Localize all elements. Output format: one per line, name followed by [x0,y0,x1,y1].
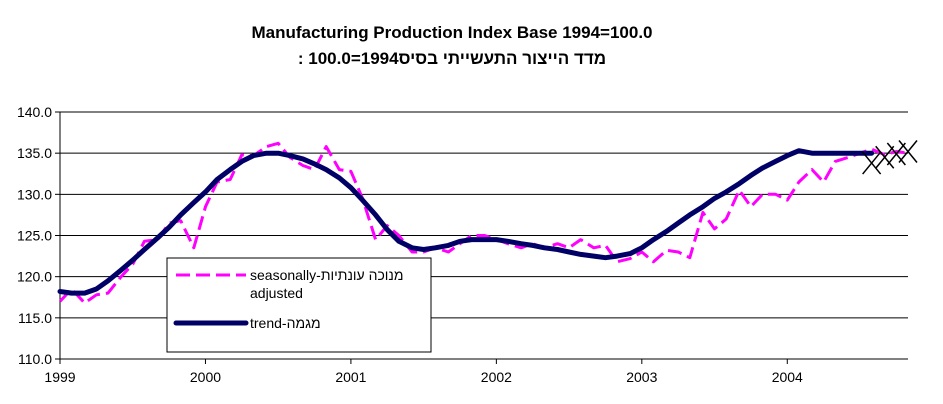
legend-label-trend: trend-מגמה [250,315,321,331]
y-tick-label: 125.0 [17,228,52,244]
x-tick-label: 2002 [481,369,512,385]
x-tick-label: 1999 [44,369,75,385]
legend: seasonally-מנוכה עונתיות adjusted trend-… [166,257,432,353]
legend-box [166,257,432,353]
legend-label-seasonally-adjusted: seasonally-מנוכה עונתיות [250,267,404,283]
y-tick-label: 130.0 [17,186,52,202]
projection-marker [886,142,906,166]
projection-marker [875,145,895,169]
x-tick-label: 2000 [190,369,221,385]
x-tick-label: 2004 [772,369,803,385]
series-line-seasonally-adjusted [58,141,909,305]
y-tick-label: 135.0 [17,145,52,161]
y-tick-label: 115.0 [18,310,52,326]
y-tick-label: 140.0 [17,104,52,120]
x-tick-label: 2003 [626,369,657,385]
series-line-trend [57,148,875,296]
chart-subtitle: מדד הייצור התעשייתי בסיס1994=100.0 : [298,49,606,68]
axes: 110.0 115.0 120.0 125.0 130.0 135.0 140.0 1999 2… [17,104,908,385]
legend-label-seasonally-adjusted-line2: adjusted [250,285,303,301]
projection-marker [898,140,918,163]
x-tick-label: 2001 [335,369,366,385]
projection-markers [862,140,918,175]
y-tick-label: 120.0 [17,269,52,285]
chart-title: Manufacturing Production Index Base 1994… [251,23,652,42]
projection-marker [862,151,882,175]
y-tick-label: 110.0 [18,351,52,367]
series-group [57,141,909,305]
